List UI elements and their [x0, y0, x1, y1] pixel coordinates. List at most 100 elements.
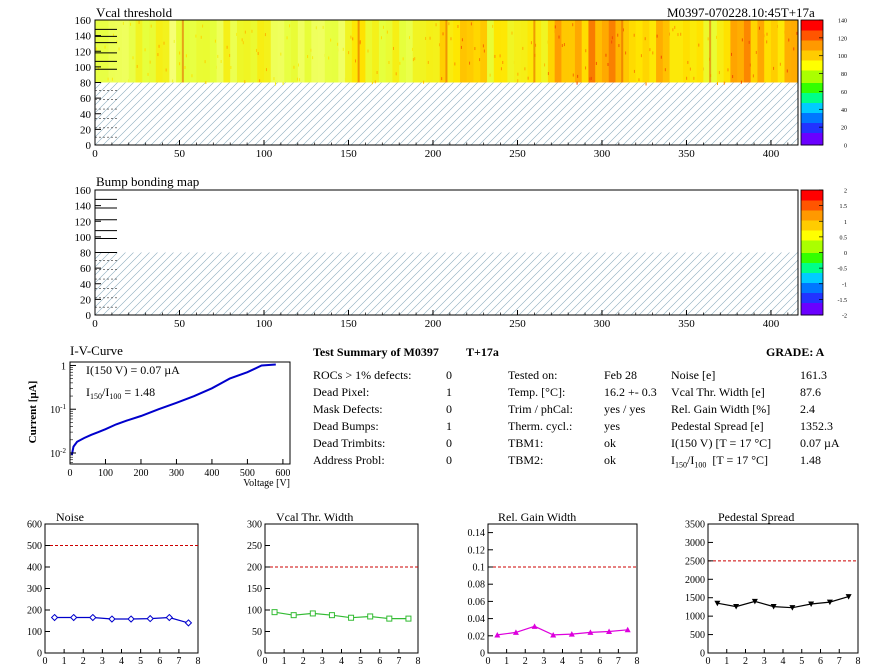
data-point [789, 605, 796, 611]
x-tick-label: 0 [263, 656, 268, 667]
summary-value: 16.2 +- 0.3 [604, 385, 657, 399]
palette-cell [801, 72, 823, 76]
palette-tick-label: 20 [841, 126, 847, 132]
map-speckle [461, 38, 463, 42]
y-tick-label: 40 [80, 109, 92, 121]
palette-cell [801, 25, 823, 28]
palette-cell [801, 80, 823, 83]
palette-cell [801, 95, 823, 98]
map-speckle [773, 66, 775, 70]
palette-cell [801, 85, 823, 88]
map-speckle [494, 54, 496, 58]
map-column [500, 20, 508, 83]
map-speckle [554, 25, 556, 29]
small-plot-frame [264, 523, 419, 654]
map-speckle [402, 57, 404, 61]
series-line [274, 611, 409, 620]
palette-cell [801, 275, 823, 278]
map-speckle [144, 48, 146, 52]
map-speckle [502, 60, 504, 64]
y-tick-label: 200 [247, 563, 262, 574]
summary-value: yes / yes [604, 402, 646, 416]
y-tick-label: 500 [690, 630, 705, 641]
data-point [367, 613, 374, 620]
y-tick-label: 0 [480, 649, 485, 660]
x-tick-label: 350 [678, 318, 695, 330]
palette-tick-label: 40 [841, 108, 847, 114]
map-speckle [576, 81, 578, 85]
iv-title: I-V-Curve [70, 343, 123, 358]
map-column [182, 20, 191, 83]
map-column [460, 20, 468, 83]
palette-cell [801, 240, 823, 243]
summary-value: 1 [446, 385, 452, 399]
y-tick-label: 60 [80, 263, 92, 275]
y-tick-label: 0 [700, 649, 705, 660]
summary-value: 87.6 [800, 385, 821, 399]
map-speckle [590, 76, 592, 80]
y-tick-label: 2500 [685, 556, 705, 567]
map-speckle [595, 61, 597, 65]
small-plot-title: Pedestal Spread [718, 510, 794, 524]
data-point [108, 615, 116, 623]
small-plot-frame [44, 523, 199, 654]
map-column [311, 20, 319, 83]
palette-cell [801, 120, 823, 123]
map-speckle [289, 24, 291, 28]
palette-cell [801, 42, 823, 46]
data-point [494, 631, 501, 638]
map-speckle [442, 32, 444, 36]
map-column [676, 20, 684, 83]
map-speckle [649, 48, 651, 52]
map-speckle [748, 40, 750, 44]
x-tick-label: 200 [425, 148, 442, 160]
map-column [385, 20, 393, 83]
x-tick-label: 7 [616, 656, 621, 667]
data-point [328, 612, 335, 619]
y-tick-label: 0.1 [473, 563, 486, 574]
map-speckle [226, 45, 228, 49]
x-tick-label: 8 [856, 656, 861, 667]
y-tick-label: 80 [80, 248, 92, 260]
map-speckle [572, 23, 574, 27]
map-column [426, 20, 434, 83]
map-speckle [522, 46, 524, 50]
map-column [324, 20, 332, 83]
map-column [263, 20, 272, 83]
palette-cell [801, 117, 823, 121]
x-tick-label: 250 [509, 318, 526, 330]
palette-cell [801, 282, 823, 286]
palette-cell [801, 130, 823, 133]
map-speckle [173, 39, 175, 43]
small-plot-title: Rel. Gain Width [498, 510, 576, 524]
map-speckle [698, 43, 700, 47]
map-speckle [454, 62, 456, 66]
summary-label: Address Probl: [313, 453, 385, 467]
map-speckle [205, 80, 207, 84]
map-column [554, 20, 562, 83]
palette-frame [800, 19, 824, 146]
map-speckle [758, 26, 760, 30]
map-speckle [749, 63, 751, 67]
summary-value: Feb 28 [604, 368, 637, 382]
map-speckle [236, 32, 238, 36]
map-column [534, 20, 542, 83]
map-column [365, 20, 373, 83]
palette-cell [801, 57, 823, 61]
palette-cell [801, 215, 823, 218]
x-tick-label: 1 [724, 656, 729, 667]
palette-cell [801, 92, 823, 96]
map-column [257, 20, 265, 83]
palette-cell [801, 52, 823, 56]
map-column [743, 20, 752, 83]
map-column [392, 20, 400, 83]
x-tick-label: 1 [282, 656, 287, 667]
map-speckle [184, 66, 186, 69]
map-column [473, 20, 481, 83]
roc-edge [445, 20, 448, 83]
map-column [162, 20, 170, 83]
map-speckle [535, 43, 537, 47]
data-point [146, 614, 154, 623]
x-tick-label: 0 [43, 656, 48, 667]
map-speckle [680, 32, 682, 36]
